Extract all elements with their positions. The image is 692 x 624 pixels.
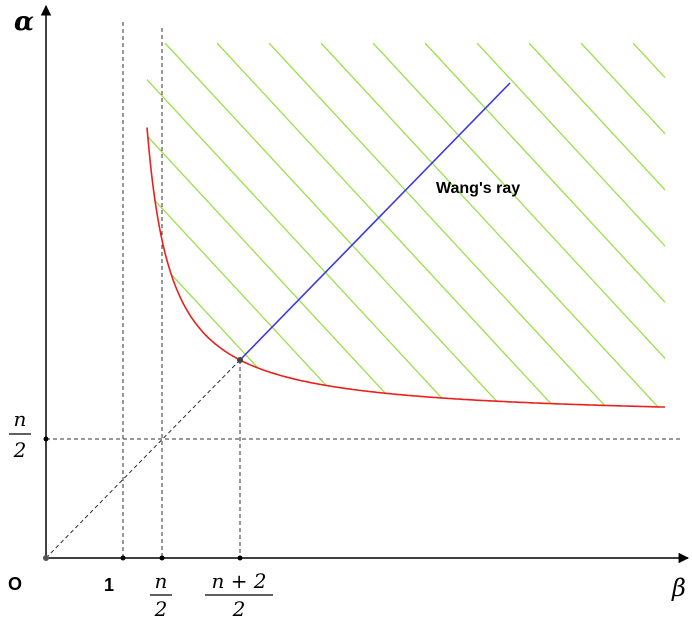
hatch-line bbox=[580, 43, 665, 407]
wangs-ray-label: Wang's ray bbox=[436, 180, 520, 197]
tick-label-n-plus-2-over-2: n + 2 2 bbox=[205, 569, 273, 621]
hatch-line bbox=[147, 43, 562, 407]
diagonal-dashed-line bbox=[45, 359, 241, 559]
hatch-line bbox=[268, 43, 665, 407]
hatch-line bbox=[216, 43, 665, 407]
tick-label-1: 1 bbox=[104, 575, 114, 595]
tick-label-n-over-2-numerator: n bbox=[155, 569, 168, 593]
tick-point-y-n-over-2 bbox=[43, 436, 49, 442]
x-axis-label: β bbox=[671, 574, 686, 602]
origin-label: O bbox=[8, 574, 22, 594]
tick-label-n-over-2: n 2 bbox=[150, 569, 172, 621]
hatch-line bbox=[147, 43, 614, 407]
tick-label-y-n-over-2-denominator: 2 bbox=[13, 438, 27, 462]
tick-label-n-over-2-denominator: 2 bbox=[154, 597, 168, 621]
hatch-line bbox=[147, 43, 458, 407]
tick-point-1 bbox=[120, 555, 126, 561]
hatched-region bbox=[147, 43, 692, 583]
hatch-line bbox=[685, 43, 692, 583]
hatch-line bbox=[528, 43, 665, 407]
y-axis-label: α bbox=[14, 7, 34, 37]
ray-start-point bbox=[237, 357, 243, 363]
wangs-ray bbox=[239, 82, 511, 361]
hatch-line bbox=[320, 43, 665, 407]
tick-label-n-plus-2-over-2-denominator: 2 bbox=[232, 597, 246, 621]
hatch-line bbox=[147, 43, 510, 407]
tick-label-y-n-over-2: n 2 bbox=[9, 407, 31, 462]
hatch-line bbox=[372, 43, 665, 407]
hatch-line bbox=[632, 43, 665, 407]
tick-point-n-over-2 bbox=[159, 555, 165, 561]
tick-point-n-plus-2-over-2 bbox=[237, 555, 243, 561]
hatch-line bbox=[164, 43, 665, 407]
origin-point bbox=[43, 555, 49, 561]
tick-label-n-plus-2-over-2-numerator: n + 2 bbox=[211, 569, 266, 593]
tick-label-y-n-over-2-numerator: n bbox=[14, 407, 27, 431]
hatch-line bbox=[424, 43, 665, 407]
hatch-lines bbox=[147, 43, 692, 583]
hatch-line bbox=[476, 43, 665, 407]
boundary-curve bbox=[146, 127, 665, 408]
